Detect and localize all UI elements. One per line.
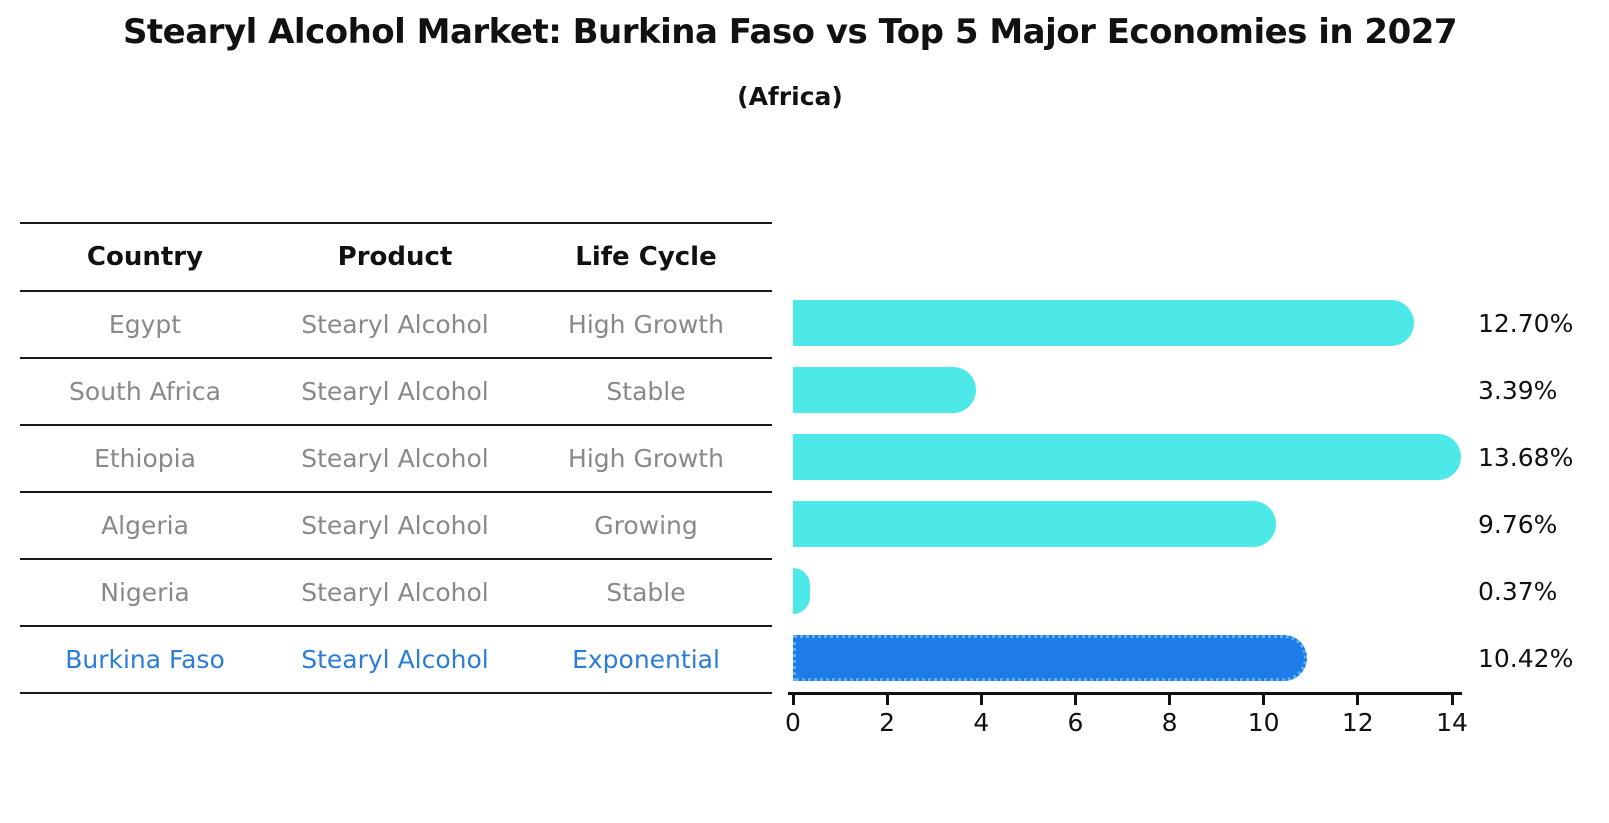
- bar-highlight: [793, 635, 1307, 681]
- cell-country: Algeria: [101, 511, 189, 540]
- bar: [793, 367, 977, 413]
- table-row: Algeria Stearyl Alcohol Growing: [20, 493, 772, 560]
- x-axis-tick: [1262, 695, 1266, 705]
- cell-country: South Africa: [69, 377, 221, 406]
- cell-life-cycle: High Growth: [568, 444, 724, 473]
- cell-product: Stearyl Alcohol: [301, 310, 489, 339]
- table-header-life-cycle: Life Cycle: [575, 242, 717, 272]
- bar: [793, 568, 811, 614]
- table-row: Egypt Stearyl Alcohol High Growth: [20, 292, 772, 359]
- x-axis-tick-label: 10: [1247, 708, 1280, 737]
- cell-product: Stearyl Alcohol: [301, 578, 489, 607]
- x-axis-tick: [1450, 695, 1454, 705]
- chart-subtitle: (Africa): [737, 82, 843, 111]
- x-axis-tick-label: 14: [1436, 708, 1468, 737]
- cell-country: Ethiopia: [94, 444, 196, 473]
- cell-country: Nigeria: [100, 578, 190, 607]
- table-header-product: Product: [337, 242, 453, 272]
- bar-row: [793, 290, 1465, 357]
- x-axis-tick: [1168, 695, 1172, 705]
- x-axis-tick-label: 12: [1341, 708, 1374, 737]
- table-header-row: Country Product Life Cycle: [20, 224, 772, 292]
- bar-row: [793, 424, 1465, 491]
- bar: [793, 501, 1276, 547]
- x-axis-tick-label: 8: [1161, 708, 1178, 737]
- x-axis-tick-label: 2: [879, 708, 896, 737]
- x-axis-tick-label: 4: [973, 708, 990, 737]
- bar-value-label: 13.68%: [1478, 443, 1574, 472]
- cell-product: Stearyl Alcohol: [301, 377, 489, 406]
- bar: [793, 434, 1461, 480]
- cell-country: Egypt: [108, 310, 182, 339]
- bar-plot-area: [793, 290, 1465, 692]
- bar-value-label: 12.70%: [1478, 309, 1574, 338]
- chart-title: Stearyl Alcohol Market: Burkina Faso vs …: [122, 12, 1458, 52]
- table-body: Egypt Stearyl Alcohol High Growth South Afr…: [20, 292, 772, 694]
- bar-value-label: 9.76%: [1478, 510, 1558, 539]
- bar-row: [793, 625, 1465, 692]
- cell-life-cycle: Exponential: [572, 645, 720, 674]
- x-axis-tick: [791, 695, 795, 705]
- x-axis-tick-label: 6: [1067, 708, 1084, 737]
- cell-product: Stearyl Alcohol: [301, 444, 489, 473]
- cell-product: Stearyl Alcohol: [301, 511, 489, 540]
- table-row: Burkina Faso Stearyl Alcohol Exponential: [20, 627, 772, 694]
- country-table: Country Product Life Cycle Egypt Stearyl …: [20, 222, 772, 694]
- cell-life-cycle: Stable: [606, 578, 686, 607]
- cell-life-cycle: Stable: [606, 377, 686, 406]
- cell-country: Burkina Faso: [65, 645, 225, 674]
- x-axis-spine: [788, 692, 1462, 695]
- x-axis-tick: [979, 695, 983, 705]
- cell-life-cycle: High Growth: [568, 310, 724, 339]
- bar-row: [793, 491, 1465, 558]
- table-header-country: Country: [86, 242, 204, 272]
- bar-row: [793, 558, 1465, 625]
- x-axis-tick: [885, 695, 889, 705]
- bar-value-label: 10.42%: [1478, 644, 1574, 673]
- bar: [793, 300, 1415, 346]
- bar-value-label: 0.37%: [1478, 577, 1558, 606]
- bar-row: [793, 357, 1465, 424]
- bar-value-label: 3.39%: [1478, 376, 1558, 405]
- x-axis-tick: [1356, 695, 1360, 705]
- x-axis-tick: [1073, 695, 1077, 705]
- table-row: South Africa Stearyl Alcohol Stable: [20, 359, 772, 426]
- table-row: Ethiopia Stearyl Alcohol High Growth: [20, 426, 772, 493]
- cell-product: Stearyl Alcohol: [301, 645, 489, 674]
- x-axis-tick-label: 0: [785, 708, 801, 737]
- table-row: Nigeria Stearyl Alcohol Stable: [20, 560, 772, 627]
- cell-life-cycle: Growing: [594, 511, 698, 540]
